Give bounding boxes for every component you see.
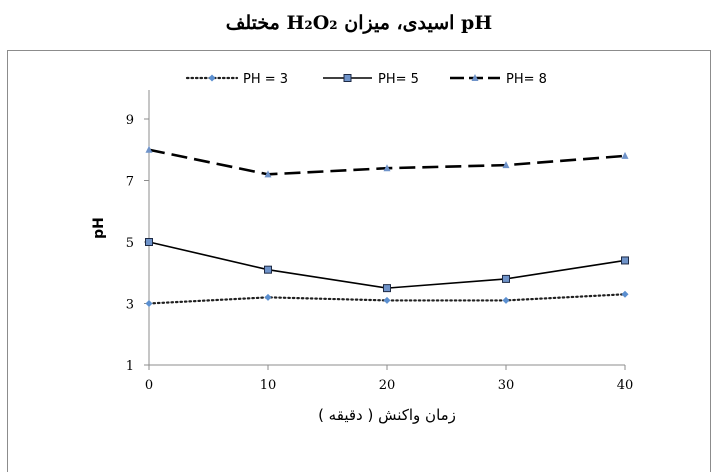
y-tick-label: 7 — [126, 175, 134, 190]
series-2 — [145, 238, 629, 293]
data-point — [621, 256, 629, 265]
data-point — [383, 284, 391, 293]
y-tick-label: 1 — [126, 359, 134, 374]
legend-item: PH= 8 — [450, 72, 547, 87]
x-axis-label: زمان واکنش ( دقیقه ) — [318, 406, 456, 424]
x-tick-label: 30 — [498, 378, 515, 393]
data-point — [145, 300, 153, 307]
legend-marker — [208, 74, 216, 82]
chart-title-suffix: مختلف — [225, 12, 287, 34]
series-3 — [145, 145, 629, 178]
data-point — [621, 290, 629, 298]
data-point — [502, 296, 510, 304]
data-point — [502, 274, 510, 283]
legend-label: PH= 5 — [378, 72, 419, 87]
data-point — [383, 296, 391, 304]
data-point — [264, 293, 272, 301]
chart-title-prefix: pH اسیدی، میزان — [337, 12, 493, 34]
legend-item: PH= 5 — [323, 72, 419, 87]
chart-title-formula: H₂O₂ — [286, 12, 338, 34]
data-point — [145, 145, 153, 153]
y-tick-label: 3 — [126, 298, 134, 313]
data-point — [383, 164, 391, 172]
legend-label: PH = 3 — [243, 72, 288, 87]
data-point — [621, 151, 629, 159]
y-tick-label: 5 — [126, 236, 134, 251]
series-line — [148, 241, 626, 289]
x-tick-label: 40 — [617, 378, 634, 393]
x-tick-label: 0 — [145, 378, 153, 393]
x-tick-label: 10 — [260, 378, 277, 393]
data-point — [145, 238, 153, 246]
data-point — [264, 170, 272, 178]
series-layer — [145, 145, 629, 307]
legend-label: PH= 8 — [506, 72, 547, 87]
legend: PH = 3 PH= 5 PH= 8 — [185, 72, 547, 87]
legend-item: PH = 3 — [185, 72, 288, 87]
legend-marker — [343, 74, 352, 82]
chart-title: pH اسیدی، میزان H₂O₂ مختلف — [0, 12, 718, 34]
y-axis-label: pH — [91, 217, 107, 239]
chart-frame — [7, 50, 711, 472]
series-1 — [145, 290, 629, 307]
legend-marker — [471, 74, 479, 81]
data-point — [502, 161, 510, 169]
y-tick-label: 9 — [126, 113, 134, 128]
x-tick-label: 20 — [379, 378, 396, 393]
data-point — [264, 265, 272, 274]
x-axis-ticks: 0 10 20 30 40 — [145, 365, 633, 393]
